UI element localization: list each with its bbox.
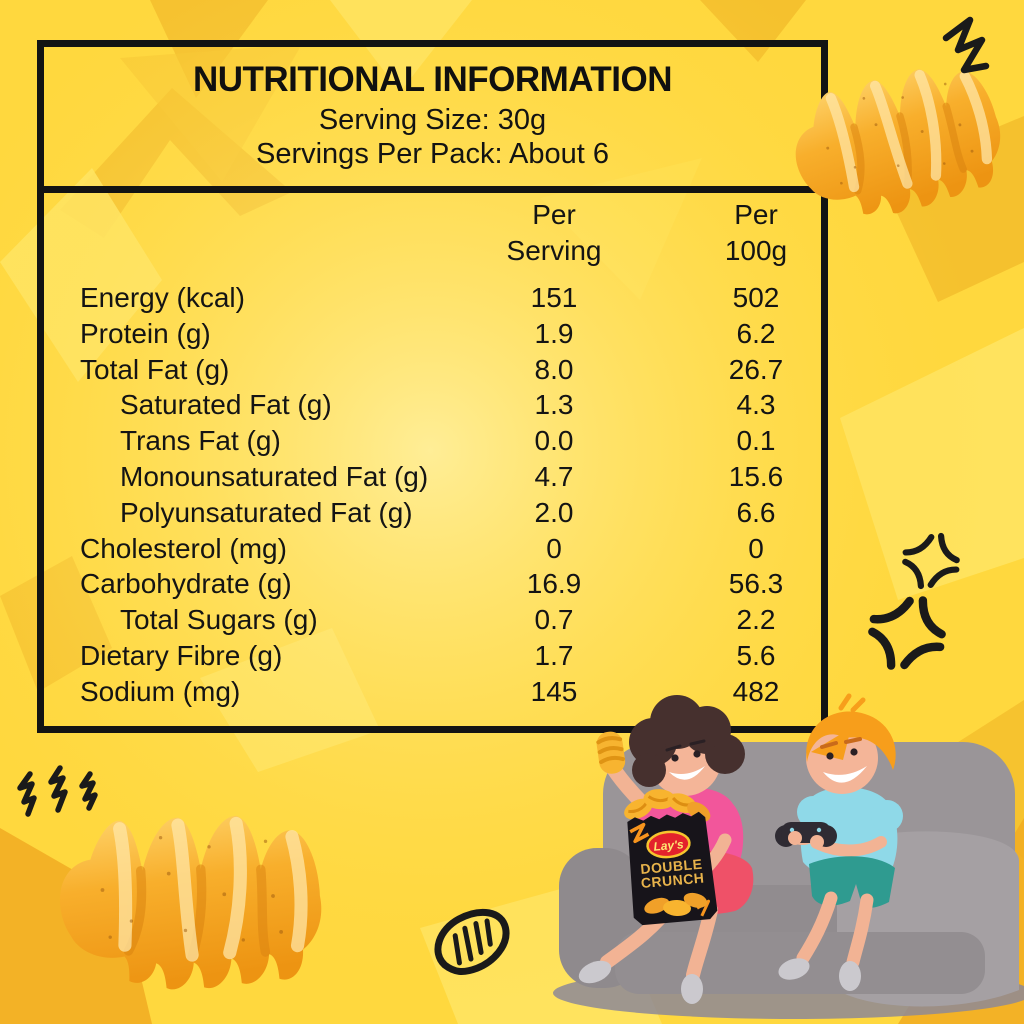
row-value-per-serving: 145 (530, 675, 578, 707)
column-header-per-serving: Serving (506, 235, 602, 266)
row-value-per-serving: 1.3 (534, 389, 574, 421)
row-value-per-100g: 5.6 (736, 639, 776, 671)
row-value-per-serving: 8.0 (534, 353, 574, 385)
row-value-per-100g: 2.2 (736, 604, 776, 636)
panel-title: NUTRITIONAL INFORMATION (192, 60, 673, 99)
nutrition-panel: NUTRITIONAL INFORMATION Serving Size: 30… (37, 40, 828, 733)
column-header-per-serving: Per (532, 199, 576, 230)
row-label: Polyunsaturated Fat (g) (120, 496, 413, 528)
table-row: Protein (g) 1.9 6.2 (44, 316, 821, 352)
table-row: Dietary Fibre (g) 1.7 5.6 (44, 638, 821, 674)
row-value-per-serving: 1.9 (534, 317, 574, 349)
row-value-per-serving: 1.7 (534, 639, 574, 671)
servings-per-pack-text: Servings Per Pack: About 6 (255, 138, 610, 170)
row-label: Protein (g) (80, 317, 211, 349)
table-row: Total Sugars (g) 0.7 2.2 (44, 602, 821, 638)
table-row: Saturated Fat (g) 1.3 4.3 (44, 387, 821, 423)
row-value-per-serving: 0.0 (534, 425, 574, 457)
table-row: Carbohydrate (g) 16.9 56.3 (44, 566, 821, 602)
row-value-per-100g: 0.1 (736, 425, 776, 457)
table-row: Energy (kcal) 151 502 (44, 280, 821, 316)
table-row: Trans Fat (g) 0.0 0.1 (44, 423, 821, 459)
column-header-per-100g: 100g (724, 235, 788, 266)
row-label: Total Fat (g) (80, 353, 230, 385)
row-label: Total Sugars (g) (120, 604, 318, 636)
table-row: Total Fat (g) 8.0 26.7 (44, 352, 821, 388)
row-label: Carbohydrate (g) (80, 568, 292, 600)
row-value-per-serving: 0 (546, 532, 562, 564)
row-value-per-100g: 56.3 (728, 568, 784, 600)
row-label: Trans Fat (g) (120, 425, 281, 457)
row-value-per-serving: 16.9 (526, 568, 582, 600)
table-row: Monounsaturated Fat (g) 4.7 15.6 (44, 459, 821, 495)
row-value-per-100g: 0 (748, 532, 764, 564)
nutrition-table: Energy (kcal) 151 502 Protein (g) 1.9 6.… (44, 280, 821, 710)
column-header-per-100g: Per (734, 199, 778, 230)
row-value-per-serving: 0.7 (534, 604, 574, 636)
row-value-per-100g: 6.2 (736, 317, 776, 349)
row-label: Cholesterol (mg) (80, 532, 287, 564)
row-label: Sodium (mg) (80, 675, 241, 707)
row-label: Dietary Fibre (g) (80, 639, 283, 671)
table-row: Polyunsaturated Fat (g) 2.0 6.6 (44, 495, 821, 531)
row-value-per-100g: 15.6 (728, 460, 784, 492)
row-label: Saturated Fat (g) (120, 389, 332, 421)
table-row: Cholesterol (mg) 0 0 (44, 531, 821, 567)
serving-size-text: Serving Size: 30g (318, 104, 547, 136)
row-value-per-serving: 2.0 (534, 496, 574, 528)
row-value-per-serving: 151 (530, 282, 578, 313)
row-value-per-100g: 4.3 (736, 389, 776, 421)
row-value-per-100g: 482 (732, 675, 780, 707)
row-value-per-100g: 6.6 (736, 496, 776, 528)
row-label: Monounsaturated Fat (g) (120, 460, 429, 492)
table-row: Sodium (mg) 145 482 (44, 674, 821, 710)
panel-divider (37, 186, 828, 193)
row-value-per-100g: 502 (732, 282, 780, 313)
row-value-per-serving: 4.7 (534, 460, 574, 492)
row-value-per-100g: 26.7 (728, 353, 784, 385)
row-label: Energy (kcal) (80, 282, 245, 313)
